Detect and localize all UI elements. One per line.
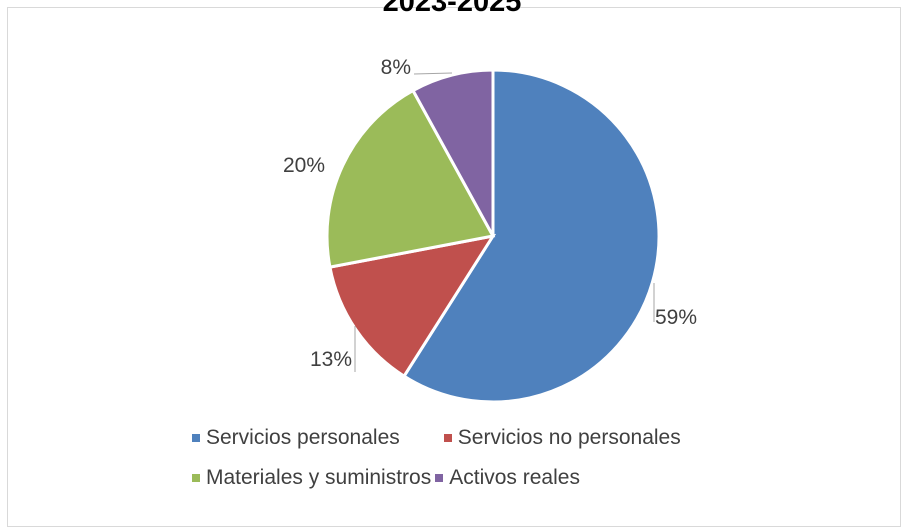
legend-label: Servicios no personales bbox=[457, 426, 681, 449]
pie-chart: 59% 13% 20% 8% bbox=[283, 56, 697, 404]
legend-label: Servicios personales bbox=[206, 426, 400, 449]
legend-item-materiales-y-suministros: Materiales y suministros bbox=[192, 466, 431, 490]
leader-line-activos-reales bbox=[413, 72, 453, 75]
legend-swatch bbox=[443, 434, 452, 442]
pie-slice-servicios-no-personales bbox=[328, 233, 497, 379]
legend-row-1: Servicios personales Servicios no person… bbox=[192, 426, 695, 450]
pie-slice-activos-reales bbox=[410, 68, 495, 237]
legend-label: Activos reales bbox=[449, 466, 580, 489]
legend-label: Materiales y suministros bbox=[206, 466, 432, 489]
legend-swatch bbox=[192, 474, 200, 482]
data-label-materiales-y-suministros: 20% bbox=[283, 154, 325, 177]
legend-row-2: Materiales y suministros Activos reales bbox=[192, 466, 594, 490]
pie-slice-servicios-personales bbox=[401, 68, 661, 404]
data-label-activos-reales: 8% bbox=[381, 56, 411, 79]
legend-swatch bbox=[435, 474, 444, 482]
data-label-servicios-personales: 59% bbox=[655, 306, 697, 329]
legend-item-servicios-personales: Servicios personales bbox=[192, 426, 400, 450]
legend-item-servicios-no-personales: Servicios no personales bbox=[443, 426, 681, 450]
data-label-servicios-no-personales: 13% bbox=[310, 348, 352, 371]
legend-item-activos-reales: Activos reales bbox=[435, 466, 580, 490]
chart-title: 2023-2025 bbox=[382, 0, 522, 18]
pie-slice-materiales-y-suministros bbox=[325, 88, 496, 269]
legend-swatch bbox=[192, 434, 200, 442]
